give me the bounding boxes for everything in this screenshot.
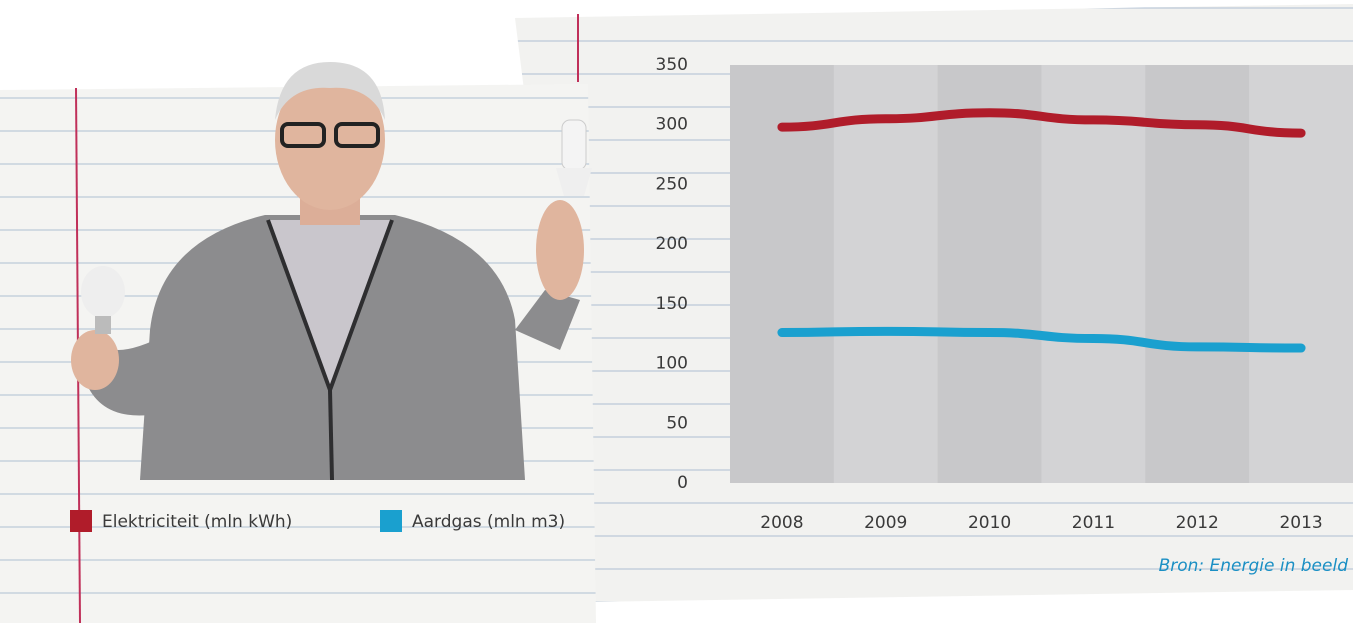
y-tick-label: 300 [656, 115, 688, 135]
y-tick-label: 100 [656, 354, 688, 374]
legend-swatch [380, 510, 402, 532]
x-tick-label: 2008 [760, 513, 803, 533]
y-tick-label: 50 [666, 413, 688, 433]
legend-label: Aardgas (mln m3) [412, 512, 565, 532]
y-tick-label: 0 [677, 473, 688, 493]
x-tick-label: 2011 [1072, 513, 1115, 533]
column-band [1042, 65, 1146, 483]
y-tick-label: 350 [656, 55, 688, 75]
x-tick-label: 2009 [864, 513, 907, 533]
y-tick-label: 200 [656, 234, 688, 254]
y-tick-label: 150 [656, 294, 688, 314]
source: Bron: Energie in beeld [1159, 556, 1349, 576]
column-band [834, 65, 938, 483]
x-tick-label: 2010 [968, 513, 1011, 533]
x-tick-label: 2013 [1279, 513, 1322, 533]
x-tick-label: 2012 [1176, 513, 1219, 533]
column-band [938, 65, 1042, 483]
legend-swatch [70, 510, 92, 532]
infographic: Bron: Energie in beeld 0 50 100 150 200 250 30… [0, 0, 1353, 623]
legend-label: Elektriciteit (mln kWh) [102, 512, 292, 532]
y-tick-label: 250 [656, 174, 688, 194]
